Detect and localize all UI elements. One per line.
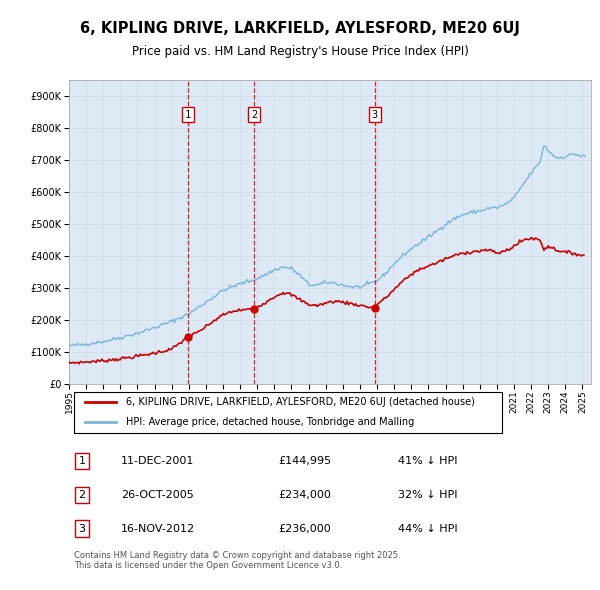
Text: 11-DEC-2001: 11-DEC-2001 xyxy=(121,456,194,466)
Text: Contains HM Land Registry data © Crown copyright and database right 2025.
This d: Contains HM Land Registry data © Crown c… xyxy=(74,550,401,570)
Text: 6, KIPLING DRIVE, LARKFIELD, AYLESFORD, ME20 6UJ (detached house): 6, KIPLING DRIVE, LARKFIELD, AYLESFORD, … xyxy=(127,397,475,407)
Text: 44% ↓ HPI: 44% ↓ HPI xyxy=(398,524,457,534)
FancyBboxPatch shape xyxy=(74,392,502,433)
Text: £236,000: £236,000 xyxy=(278,524,331,534)
Text: 6, KIPLING DRIVE, LARKFIELD, AYLESFORD, ME20 6UJ: 6, KIPLING DRIVE, LARKFIELD, AYLESFORD, … xyxy=(80,21,520,36)
Text: HPI: Average price, detached house, Tonbridge and Malling: HPI: Average price, detached house, Tonb… xyxy=(127,417,415,427)
Text: 1: 1 xyxy=(185,110,191,120)
Text: 3: 3 xyxy=(372,110,378,120)
Text: 1: 1 xyxy=(79,456,86,466)
Text: 26-OCT-2005: 26-OCT-2005 xyxy=(121,490,194,500)
Text: 3: 3 xyxy=(79,524,86,534)
Text: £144,995: £144,995 xyxy=(278,456,331,466)
Text: £234,000: £234,000 xyxy=(278,490,331,500)
Text: 32% ↓ HPI: 32% ↓ HPI xyxy=(398,490,457,500)
Text: 2: 2 xyxy=(79,490,86,500)
Text: 16-NOV-2012: 16-NOV-2012 xyxy=(121,524,196,534)
Text: 41% ↓ HPI: 41% ↓ HPI xyxy=(398,456,457,466)
Text: Price paid vs. HM Land Registry's House Price Index (HPI): Price paid vs. HM Land Registry's House … xyxy=(131,45,469,58)
Text: 2: 2 xyxy=(251,110,257,120)
